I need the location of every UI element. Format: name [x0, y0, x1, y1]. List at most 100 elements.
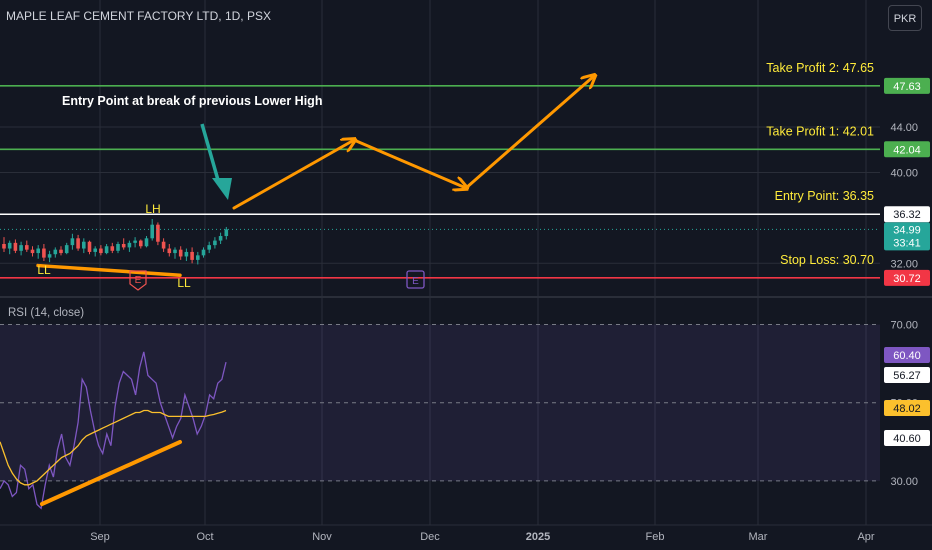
rsi-tag-text: 40.60 [893, 433, 921, 445]
candle-body [30, 249, 35, 254]
candle-body [218, 236, 223, 241]
candle-body [2, 243, 6, 249]
time-axis-label: Mar [749, 531, 768, 543]
rsi-axis-label: 70.00 [890, 320, 918, 332]
candle-body [110, 246, 115, 251]
price-tag-text: 36.32 [893, 209, 921, 221]
price-axis-label: 32.00 [890, 258, 918, 270]
candle-body [133, 240, 137, 243]
price-tag [884, 269, 930, 286]
candle-body [53, 249, 58, 255]
price-tag-text: 42.04 [893, 144, 921, 156]
candle-body [25, 245, 29, 250]
rsi-tag-text: 60.40 [893, 350, 921, 362]
rsi-title: RSI (14, close) [8, 307, 84, 319]
rsi-tag [884, 367, 930, 383]
rsi-tag-text: 56.27 [893, 370, 921, 382]
candle-body [59, 249, 63, 254]
price-tag [884, 141, 930, 158]
rsi-tag-text: 48.02 [893, 403, 921, 415]
level-label: Take Profit 1: 42.01 [766, 124, 874, 138]
rsi-axis-label: 30.00 [890, 476, 918, 488]
price-axis-label: 40.00 [890, 167, 918, 179]
candle-body [190, 251, 194, 260]
level-label: Take Profit 2: 47.65 [766, 61, 874, 75]
candle-body [116, 243, 120, 251]
candle-body [150, 224, 154, 239]
earnings-label: E [135, 275, 142, 286]
projection-arrow [352, 138, 466, 188]
candle-body [196, 255, 200, 260]
projection-arrow [464, 76, 594, 190]
earnings-icon [406, 270, 425, 289]
time-axis-label: Feb [646, 531, 665, 543]
candle-body [161, 241, 166, 249]
candle-body [19, 245, 23, 251]
candle-body [42, 248, 46, 258]
candle-body [7, 242, 12, 249]
level-label: Entry Point: 36.35 [775, 189, 874, 203]
time-axis-label: Apr [857, 531, 874, 543]
price-tag-text: 30.72 [893, 273, 921, 285]
candle-body [36, 248, 40, 254]
price-tag-text: 47.63 [893, 81, 921, 93]
entry-arrow-shaft [200, 123, 220, 181]
candle-body [70, 238, 75, 246]
rsi-line [0, 351, 227, 510]
ll-left-label: LL [37, 263, 51, 277]
candle-body [127, 242, 132, 248]
ll-right-label: LL [177, 276, 191, 290]
entry-note: Entry Point at break of previous Lower H… [62, 94, 322, 108]
entry-arrow-head [212, 178, 232, 200]
last-price-tag [884, 222, 930, 251]
price-levels: Take Profit 2: 47.65 47.63 Take Profit 1: … [0, 61, 930, 286]
candle-body [13, 242, 18, 251]
last-price-value: 34.99 [893, 224, 921, 236]
lower-low-trendline [36, 263, 182, 277]
rsi-tag [884, 400, 930, 416]
lh-label: LH [145, 202, 160, 216]
price-tag [884, 77, 930, 94]
time-axis-label: 2025 [526, 531, 550, 543]
candle-body [121, 243, 126, 248]
candle-body [178, 249, 183, 257]
candle-body [93, 248, 97, 252]
candle-body [173, 249, 177, 254]
currency-button[interactable]: PKR [888, 5, 922, 31]
candles [2, 219, 229, 265]
rsi-tag [884, 347, 930, 363]
candle-body [87, 241, 92, 252]
level-label: Stop Loss: 30.70 [780, 253, 874, 267]
candle-body [207, 245, 211, 250]
candle-body [156, 224, 160, 242]
rsi-tag [884, 430, 930, 446]
time-axis-label: Oct [196, 531, 213, 543]
chart-title: MAPLE LEAF CEMENT FACTORY LTD, 1D, PSX [6, 9, 271, 23]
candle-body [201, 249, 206, 256]
time-axis-label: Dec [420, 531, 440, 543]
time-axis-label: Nov [312, 531, 332, 543]
candle-body [213, 240, 217, 246]
candle-body [167, 248, 172, 254]
axes: 44.00 40.00 32.00 Sep Oct Nov Dec 2025 Feb Mar Apr [0, 122, 932, 543]
candle-body [76, 238, 80, 249]
candle-body [224, 229, 229, 237]
candle-body [47, 254, 52, 258]
last-price-countdown: 33:41 [893, 237, 921, 249]
price-axis-label: 44.00 [890, 122, 918, 134]
grid [0, 0, 932, 525]
candle-body [139, 240, 143, 247]
rsi-higher-low-trendline [40, 440, 182, 506]
earnings-label: E [412, 276, 419, 287]
candle-body [64, 245, 69, 254]
earnings-icon [129, 270, 147, 291]
candle-body [184, 251, 189, 257]
candle-body [104, 246, 109, 254]
candle-body [82, 241, 86, 249]
candle-body [99, 248, 103, 254]
annotations: LL LL LH E E Entry Point at break of previous… [36, 76, 594, 291]
rsi-pane: RSI (14, close)70.0050.0030.0060.4056.27… [0, 307, 930, 510]
projection-arrow [232, 140, 354, 210]
rsi-ma-line [0, 409, 227, 486]
